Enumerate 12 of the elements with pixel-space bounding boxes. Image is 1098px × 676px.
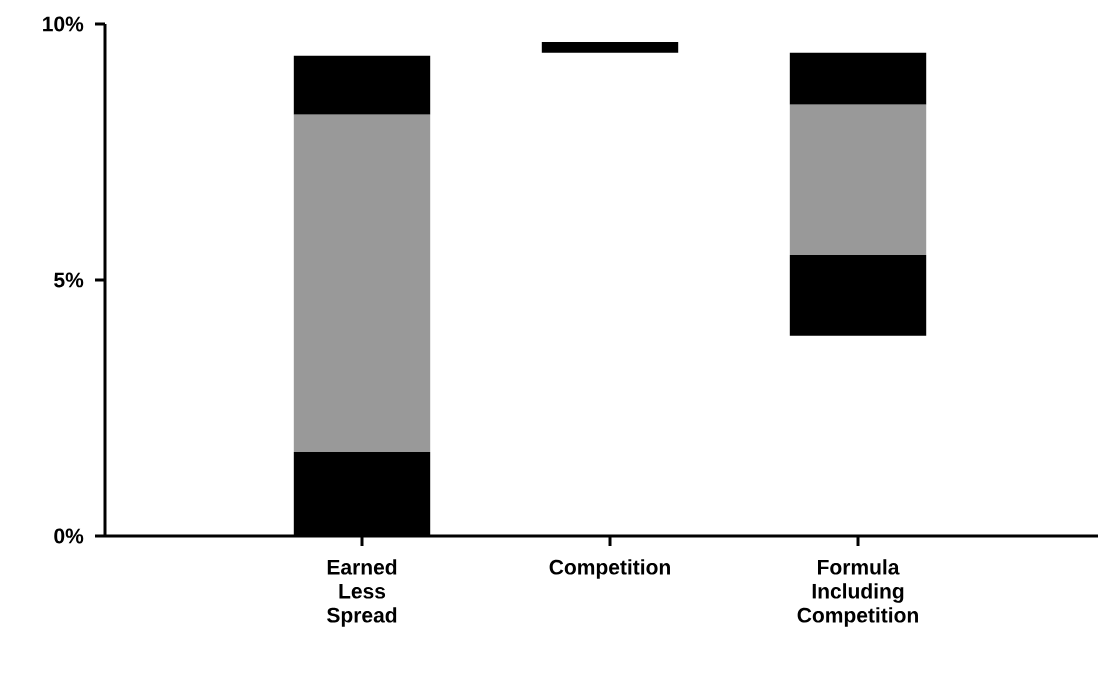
x-tick-label: Earned Less Spread (327, 559, 397, 627)
bar (789, 254, 927, 336)
x-tick-label: Formula Including Competition (797, 559, 918, 627)
y-tick-label: 10% (43, 16, 84, 32)
bar (789, 52, 927, 105)
y-tick-label: 5% (54, 272, 84, 288)
x-tick-label: Competition (549, 559, 670, 579)
y-tick-label: 0% (54, 528, 84, 544)
bar (789, 104, 927, 255)
bar (293, 55, 431, 115)
bar (541, 41, 679, 53)
bar (293, 114, 431, 453)
